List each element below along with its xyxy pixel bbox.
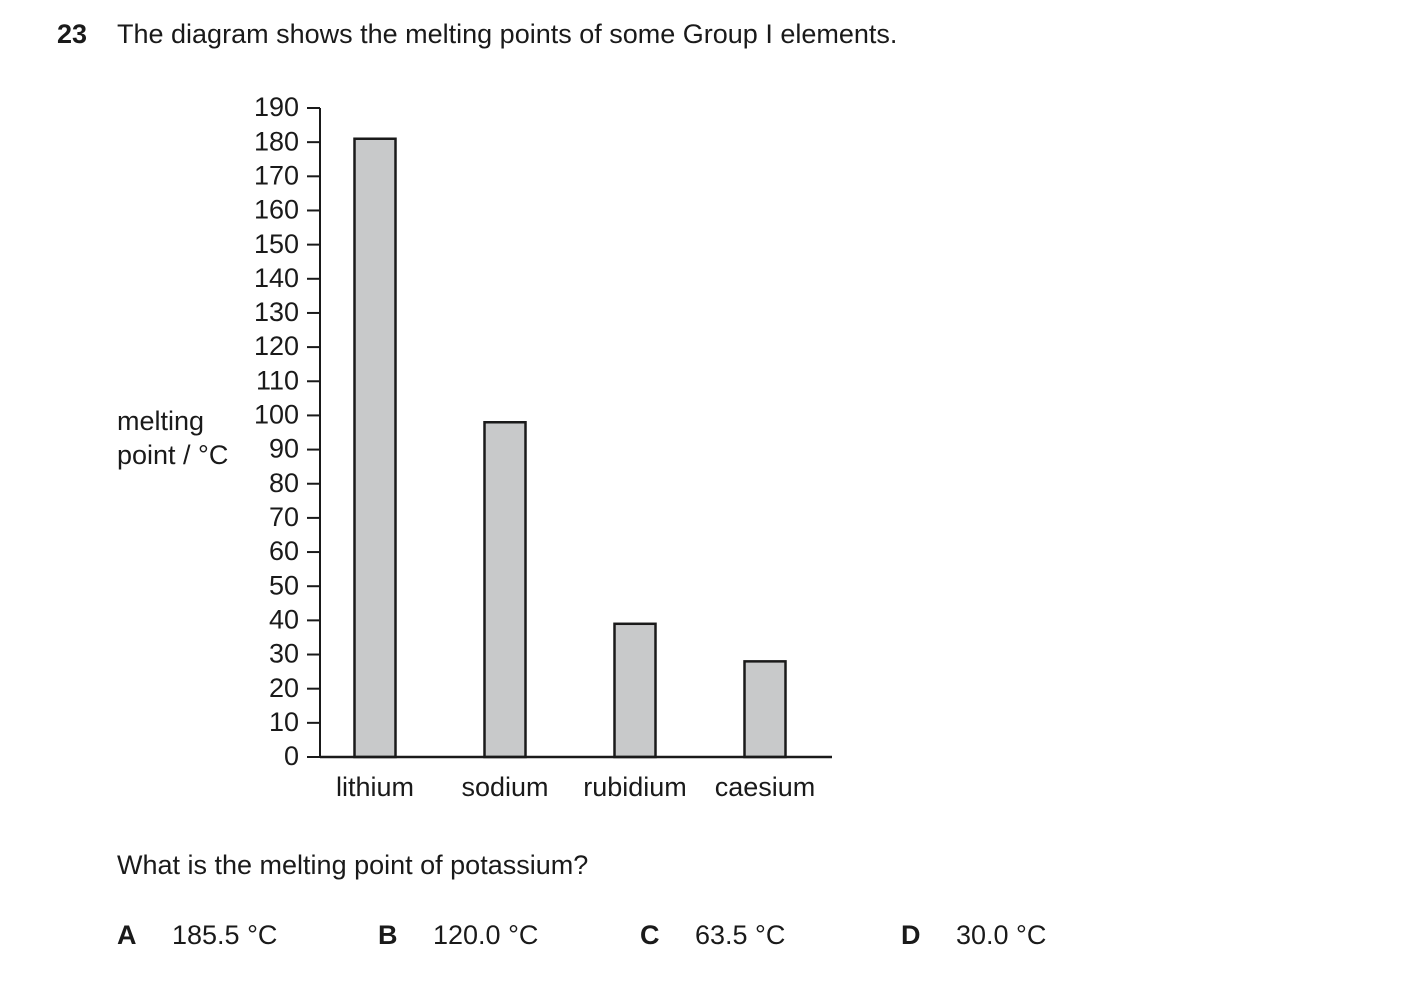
option-text: 185.5 °C <box>172 920 277 950</box>
y-tick-label: 10 <box>269 707 299 737</box>
y-tick-label: 30 <box>269 639 299 669</box>
y-axis-label: point / °C <box>117 440 228 470</box>
y-tick-label: 80 <box>269 468 299 498</box>
y-tick-label: 140 <box>254 263 299 293</box>
option-letter: B <box>378 920 398 950</box>
x-tick-label: rubidium <box>583 772 687 802</box>
x-tick-label: caesium <box>715 772 816 802</box>
y-tick-label: 130 <box>254 297 299 327</box>
bar <box>613 622 657 759</box>
y-tick-label: 180 <box>254 126 299 156</box>
bar <box>353 137 397 759</box>
x-tick-label: lithium <box>336 772 414 802</box>
question-stem: The diagram shows the melting points of … <box>117 19 897 49</box>
y-axis-label: melting <box>117 406 204 436</box>
y-tick-label: 0 <box>284 741 299 771</box>
option-text: 120.0 °C <box>433 920 538 950</box>
x-tick-label: sodium <box>461 772 548 802</box>
y-tick-label: 170 <box>254 160 299 190</box>
y-tick-label: 20 <box>269 673 299 703</box>
y-tick-label: 190 <box>254 92 299 122</box>
bar <box>483 421 527 759</box>
option-letter: C <box>640 920 660 950</box>
y-tick-label: 150 <box>254 229 299 259</box>
question-number: 23 <box>57 19 87 49</box>
option-letter: A <box>117 920 137 950</box>
y-tick-label: 160 <box>254 195 299 225</box>
y-tick-label: 100 <box>254 400 299 430</box>
question-prompt: What is the melting point of potassium? <box>117 850 588 880</box>
y-tick-label: 60 <box>269 536 299 566</box>
y-tick-label: 50 <box>269 570 299 600</box>
y-tick-label: 70 <box>269 502 299 532</box>
y-tick-label: 110 <box>256 365 299 395</box>
y-tick-label: 120 <box>254 331 299 361</box>
option-letter: D <box>901 920 921 950</box>
option-text: 30.0 °C <box>956 920 1046 950</box>
bar <box>743 660 787 759</box>
option-text: 63.5 °C <box>695 920 785 950</box>
y-tick-label: 90 <box>269 434 299 464</box>
y-tick-label: 40 <box>269 604 299 634</box>
